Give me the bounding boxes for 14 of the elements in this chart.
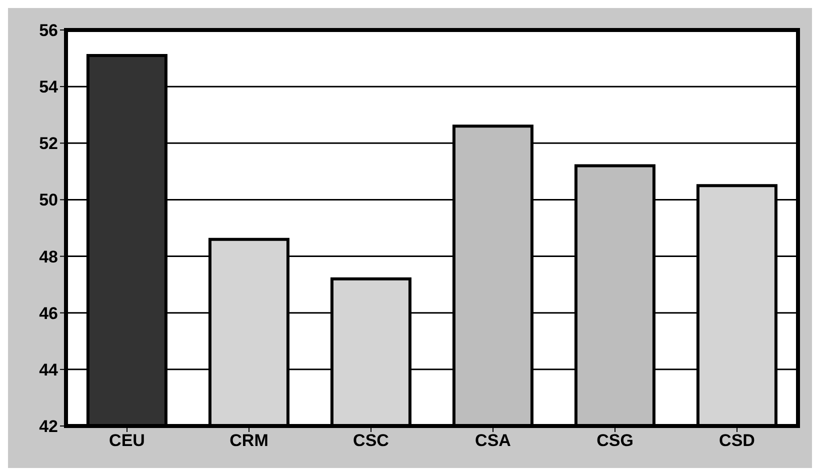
y-tick-label: 44 [39, 360, 59, 380]
y-tick-label: 50 [39, 190, 58, 210]
x-tick-label: CSD [719, 431, 755, 450]
y-tick-label: 54 [39, 78, 59, 97]
x-tick-label: CSC [353, 431, 389, 450]
x-tick-label: CSG [596, 431, 634, 450]
x-tick-label: CEU [109, 431, 145, 450]
x-tick-label: CRM [230, 431, 268, 450]
y-tick-label: 46 [39, 304, 58, 323]
y-tick-label: 52 [39, 134, 58, 154]
x-tick-label: CSA [475, 431, 511, 450]
y-tick-label: 42 [39, 417, 58, 436]
y-tick-label: 56 [39, 21, 58, 40]
y-tick-label: 48 [39, 247, 58, 266]
